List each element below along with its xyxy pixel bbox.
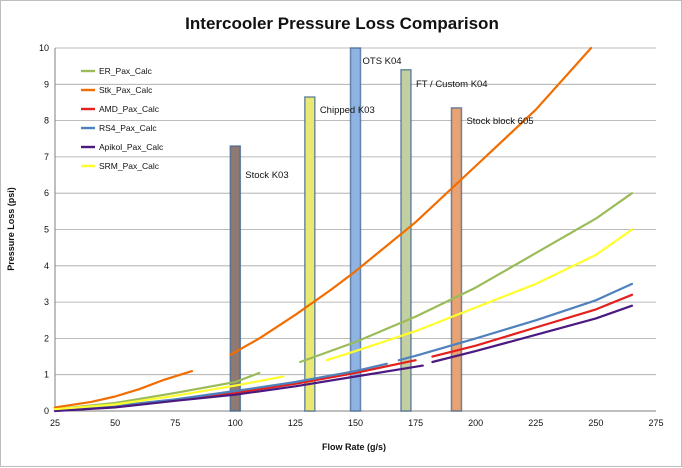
bar-label: Stock block 605 bbox=[466, 116, 533, 127]
y-tick-label: 2 bbox=[44, 333, 49, 343]
bar-label: Chipped K03 bbox=[320, 105, 375, 116]
annot-layer: Stock K03 Chipped K03 OTS K04 FT / Custom K… bbox=[245, 56, 533, 181]
x-tick-label: 25 bbox=[50, 418, 60, 428]
bar-4 bbox=[450, 107, 463, 412]
legend-entry: Apikol_Pax_Calc bbox=[99, 142, 164, 152]
y-tick-label: 6 bbox=[44, 188, 49, 198]
y-tick-label: 7 bbox=[44, 152, 49, 162]
legend-entry: ER_Pax_Calc bbox=[99, 66, 153, 76]
bar-3 bbox=[400, 69, 412, 412]
y-tick-label: 9 bbox=[44, 79, 49, 89]
y-tick-label: 5 bbox=[44, 225, 49, 235]
bar-label: Stock K03 bbox=[245, 170, 288, 181]
series-line-5-1 bbox=[325, 228, 634, 362]
legend-entry: AMD_Pax_Calc bbox=[99, 104, 160, 114]
x-tick-label: 75 bbox=[170, 418, 180, 428]
y-axis-title: Pressure Loss (psi) bbox=[6, 187, 16, 271]
x-tick-label: 125 bbox=[288, 418, 303, 428]
x-tick-label: 100 bbox=[228, 418, 243, 428]
series-line-4-1 bbox=[431, 304, 634, 364]
y-tick-label: 10 bbox=[39, 43, 49, 53]
series-line-1-1 bbox=[229, 46, 593, 356]
y-tick-label: 4 bbox=[44, 261, 49, 271]
x-axis-title: Flow Rate (g/s) bbox=[322, 442, 386, 452]
series-line-4-0 bbox=[53, 364, 424, 413]
y-tick-label: 3 bbox=[44, 297, 49, 307]
legend: ER_Pax_Calc Stk_Pax_Calc AMD_Pax_Calc RS4_P… bbox=[81, 66, 164, 171]
x-tick-label: 275 bbox=[648, 418, 663, 428]
bar-1 bbox=[304, 96, 316, 412]
bar-0 bbox=[229, 145, 242, 412]
x-tick-label: 200 bbox=[468, 418, 483, 428]
bar-layer bbox=[229, 47, 463, 412]
legend-entry: SRM_Pax_Calc bbox=[99, 161, 160, 171]
x-tick-label: 175 bbox=[408, 418, 423, 428]
x-tick-label: 250 bbox=[588, 418, 603, 428]
y-tick-label: 8 bbox=[44, 116, 49, 126]
series-line-0-1 bbox=[299, 192, 634, 364]
legend-entry: RS4_Pax_Calc bbox=[99, 123, 157, 133]
y-tick-label: 0 bbox=[44, 406, 49, 416]
tick-layer: 0 1 2 3 4 5 6 7 8 9 10 25 50 75 100 125 150 175 200 225 250 2… bbox=[39, 43, 664, 428]
series-line-1-0 bbox=[53, 370, 194, 409]
bar-2 bbox=[349, 47, 362, 412]
y-tick-label: 1 bbox=[44, 370, 49, 380]
series-line-3-0 bbox=[53, 362, 388, 412]
legend-entry: Stk_Pax_Calc bbox=[99, 85, 153, 95]
series-line-5-0 bbox=[53, 375, 285, 411]
x-tick-label: 50 bbox=[110, 418, 120, 428]
chart-title: Intercooler Pressure Loss Comparison bbox=[185, 14, 499, 33]
x-tick-label: 225 bbox=[528, 418, 543, 428]
x-tick-label: 150 bbox=[348, 418, 363, 428]
bar-label: OTS K04 bbox=[363, 56, 402, 67]
series-line-2-1 bbox=[431, 293, 634, 358]
bar-label: FT / Custom K04 bbox=[416, 79, 488, 90]
line-layer bbox=[53, 46, 634, 413]
series-line-3-1 bbox=[397, 282, 634, 362]
